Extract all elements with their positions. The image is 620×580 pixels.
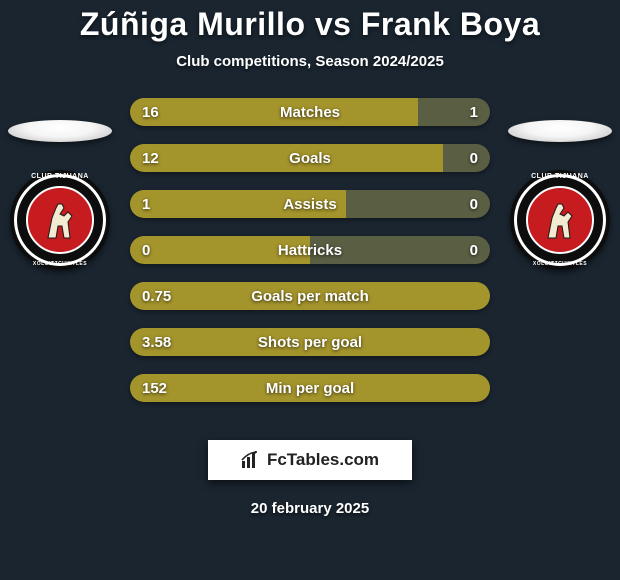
country-ellipse-left bbox=[8, 120, 112, 142]
stat-label: Shots per goal bbox=[130, 328, 490, 356]
stat-label: Goals bbox=[130, 144, 490, 172]
stat-label: Goals per match bbox=[130, 282, 490, 310]
brand-chart-icon bbox=[241, 451, 261, 469]
footer-date: 20 february 2025 bbox=[0, 500, 620, 517]
club-ring-top-left: CLUB TIJUANA bbox=[10, 173, 110, 180]
player-right-column: CLUB TIJUANA XOLOITZCUINTLES bbox=[500, 120, 620, 270]
club-badge-right: CLUB TIJUANA XOLOITZCUINTLES bbox=[510, 170, 610, 270]
stat-row: 3.58Shots per goal bbox=[130, 328, 490, 356]
club-ring-bottom-left: XOLOITZCUINTLES bbox=[10, 261, 110, 267]
page-subtitle: Club competitions, Season 2024/2025 bbox=[0, 53, 620, 70]
brand-label: FcTables.com bbox=[267, 450, 379, 470]
player-left-column: CLUB TIJUANA XOLOITZCUINTLES bbox=[0, 120, 120, 270]
stat-row: 10Assists bbox=[130, 190, 490, 218]
stat-row: 152Min per goal bbox=[130, 374, 490, 402]
xolo-dog-icon bbox=[38, 198, 82, 242]
club-ring-top-right: CLUB TIJUANA bbox=[510, 173, 610, 180]
country-ellipse-right bbox=[508, 120, 612, 142]
stat-row: 0.75Goals per match bbox=[130, 282, 490, 310]
comparison-card: Zúñiga Murillo vs Frank Boya Club compet… bbox=[0, 0, 620, 580]
club-ring-bottom-right: XOLOITZCUINTLES bbox=[510, 261, 610, 267]
xolo-dog-icon bbox=[538, 198, 582, 242]
stat-label: Min per goal bbox=[130, 374, 490, 402]
stat-row: 120Goals bbox=[130, 144, 490, 172]
stat-label: Matches bbox=[130, 98, 490, 126]
brand-badge: FcTables.com bbox=[208, 440, 412, 480]
page-title: Zúñiga Murillo vs Frank Boya bbox=[0, 6, 620, 43]
stat-label: Assists bbox=[130, 190, 490, 218]
stat-label: Hattricks bbox=[130, 236, 490, 264]
stat-row: 00Hattricks bbox=[130, 236, 490, 264]
club-badge-left: CLUB TIJUANA XOLOITZCUINTLES bbox=[10, 170, 110, 270]
stat-row: 161Matches bbox=[130, 98, 490, 126]
